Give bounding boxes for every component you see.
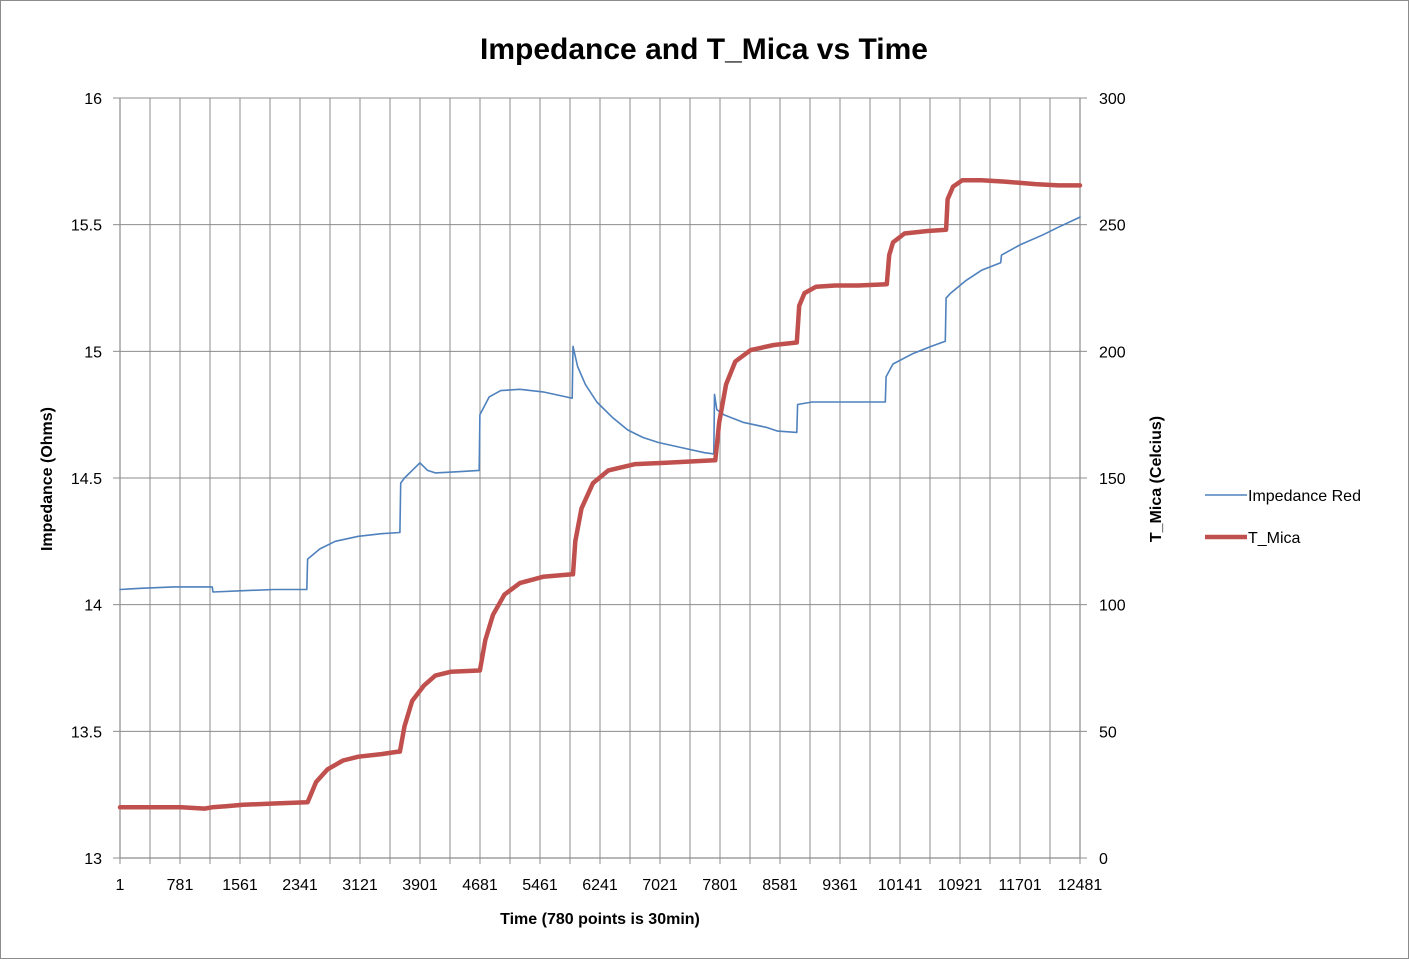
y-right-tick-label: 150 (1099, 471, 1126, 488)
y-right-tick-label: 200 (1099, 344, 1126, 361)
x-tick-label: 10921 (938, 877, 983, 894)
legend-label-t-mica: T_Mica (1248, 530, 1301, 547)
x-tick-label: 2341 (282, 877, 318, 894)
x-tick-label: 10141 (878, 877, 923, 894)
legend-label-impedance-red: Impedance Red (1248, 488, 1361, 505)
y-right-tick-label: 0 (1099, 851, 1108, 868)
y-left-tick-label: 15 (84, 344, 102, 361)
legend: Impedance Red T_Mica (1205, 488, 1361, 547)
series-line-t-mica (117, 178, 1083, 811)
x-tick-label: 1561 (222, 877, 258, 894)
axes: 1 781 1561 2341 3121 3901 4681 5461 6241 7021 7801… (71, 91, 1126, 894)
x-tick-label: 1 (116, 877, 125, 894)
chart-title: Impedance and T_Mica vs Time (480, 33, 928, 66)
x-tick-label: 781 (167, 877, 194, 894)
y-left-tick-label: 13.5 (71, 724, 102, 741)
x-tick-label: 4681 (462, 877, 498, 894)
x-tick-label: 8581 (762, 877, 798, 894)
gridlines (120, 97, 1081, 859)
x-tick-label: 3901 (402, 877, 438, 894)
x-tick-label: 11701 (998, 877, 1041, 894)
x-tick-label: 7021 (642, 877, 678, 894)
x-tick-label: 12481 (1058, 877, 1103, 894)
y-left-tick-label: 16 (84, 91, 102, 108)
y-left-tick-label: 15.5 (71, 218, 102, 235)
y-right-tick-label: 300 (1099, 91, 1126, 108)
x-tick-label: 7801 (702, 877, 738, 894)
series-layer (117, 178, 1083, 811)
y-left-tick-label: 14.5 (71, 471, 102, 488)
x-tick-label: 9361 (822, 877, 858, 894)
x-axis-label: Time (780 points is 30min) (500, 911, 700, 928)
x-tick-label: 5461 (522, 877, 558, 894)
series-line-impedance-red (119, 216, 1081, 593)
y-axis-left-label: Impedance (Ohms) (39, 407, 56, 551)
y-right-tick-label: 50 (1099, 724, 1117, 741)
y-right-tick-label: 250 (1099, 218, 1126, 235)
y-left-tick-label: 14 (84, 598, 102, 615)
y-right-tick-label: 100 (1099, 598, 1126, 615)
y-axis-right-label: T_Mica (Celcius) (1148, 416, 1165, 542)
x-tick-label: 6241 (582, 877, 618, 894)
x-tick-label: 3121 (342, 877, 378, 894)
y-left-tick-label: 13 (84, 851, 102, 868)
